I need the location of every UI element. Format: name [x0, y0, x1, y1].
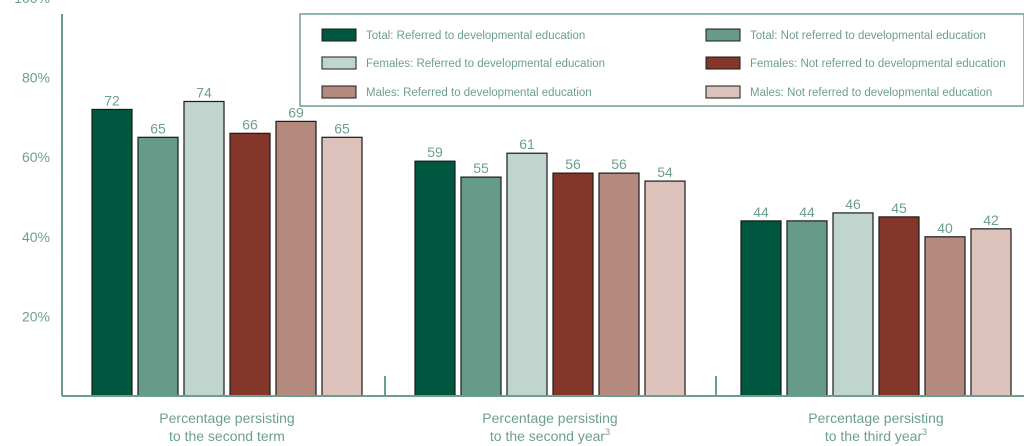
- legend-box: [299, 13, 1024, 107]
- legend-swatch: [705, 28, 741, 42]
- bar-value-label: 42: [983, 212, 999, 228]
- legend: Total: Referred to developmental educati…: [299, 13, 1024, 107]
- x-category-label: Percentage persisting: [482, 410, 617, 426]
- bar: [460, 176, 502, 397]
- legend-entry-label: Females: Referred to developmental educa…: [366, 58, 605, 70]
- bar: [506, 152, 548, 397]
- bar: [598, 172, 640, 397]
- y-tick-label: 60%: [22, 149, 50, 165]
- legend-entry-label: Females: Not referred to developmental e…: [750, 58, 1006, 70]
- bar: [644, 180, 686, 397]
- y-tick-label: 20%: [22, 308, 50, 324]
- bar-value-label: 44: [799, 204, 815, 220]
- bar: [552, 172, 594, 397]
- bar-value-label: 66: [242, 116, 258, 132]
- legend-swatch: [321, 85, 357, 99]
- bar-value-label: 40: [937, 220, 953, 236]
- x-axis: Percentage persisting to the second term P…: [62, 376, 1024, 444]
- bar: [229, 132, 271, 397]
- bar: [91, 108, 133, 397]
- y-tick-label: 100%: [14, 0, 50, 6]
- legend-entry-label: Males: Not referred to developmental edu…: [750, 87, 992, 99]
- bar-value-label: 59: [427, 144, 443, 160]
- bar-value-label: 54: [657, 164, 673, 180]
- bar-value-label: 56: [565, 156, 581, 172]
- bar-value-label: 65: [150, 120, 166, 136]
- legend-entry-label: Total: Not referred to developmental edu…: [750, 30, 986, 42]
- bar-value-label: 45: [891, 200, 907, 216]
- bar-value-label: 56: [611, 156, 627, 172]
- x-category-label: to the third year3: [825, 427, 927, 444]
- x-category-label: Percentage persisting: [159, 410, 294, 426]
- x-category-label: to the second term: [169, 428, 285, 444]
- bar-value-label: 55: [473, 160, 489, 176]
- legend-swatch: [705, 85, 741, 99]
- bar-value-label: 69: [288, 104, 304, 120]
- bar: [924, 236, 966, 397]
- bar: [740, 220, 782, 397]
- bar: [970, 228, 1012, 397]
- x-category-label: Percentage persisting: [808, 410, 943, 426]
- bar: [321, 136, 363, 397]
- legend-swatch: [321, 56, 357, 70]
- legend-swatch: [321, 28, 357, 42]
- y-axis: 20% 40% 60% 80% 100%: [14, 0, 63, 396]
- bar: [137, 136, 179, 397]
- legend-entry-label: Males: Referred to developmental educati…: [366, 87, 592, 99]
- bar: [878, 216, 920, 397]
- x-category-label: to the second year3: [490, 427, 610, 444]
- bar-value-label: 44: [753, 204, 769, 220]
- bar-value-label: 72: [104, 92, 120, 108]
- y-tick-label: 80%: [22, 70, 50, 86]
- bar-value-label: 61: [519, 136, 535, 152]
- bar-value-label: 65: [334, 120, 350, 136]
- bar: [414, 160, 456, 397]
- bar: [832, 212, 874, 397]
- bar: [183, 100, 225, 397]
- bars: 72 65 74 66 69 65 59 55 61 56 56 54 44 44 46 45 40 42: [91, 84, 1012, 397]
- bar: [275, 120, 317, 397]
- legend-swatch: [705, 56, 741, 70]
- legend-entry-label: Total: Referred to developmental educati…: [366, 30, 585, 42]
- bar-value-label: 74: [196, 84, 212, 100]
- bar-value-label: 46: [845, 196, 861, 212]
- y-tick-label: 40%: [22, 229, 50, 245]
- bar: [786, 220, 828, 397]
